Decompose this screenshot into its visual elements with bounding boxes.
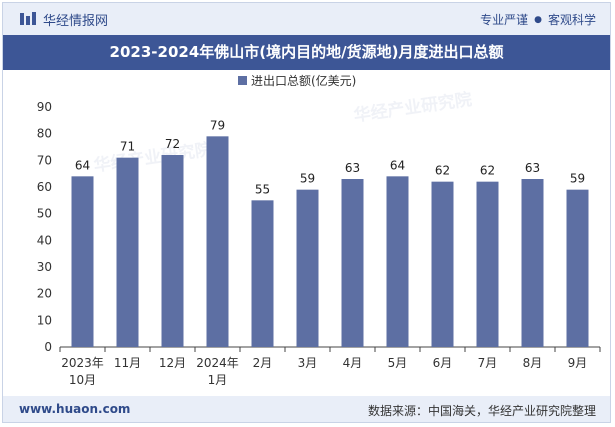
data-label: 63 xyxy=(525,161,540,175)
data-label: 62 xyxy=(435,164,450,178)
data-label: 64 xyxy=(390,158,405,172)
y-tick-label: 40 xyxy=(37,233,52,247)
chart-title: 2023-2024年佛山市(境内目的地/货源地)月度进出口总额 xyxy=(3,35,610,70)
data-label: 59 xyxy=(570,172,585,186)
bar xyxy=(296,189,319,347)
y-tick-label: 60 xyxy=(37,180,52,194)
y-tick-label: 10 xyxy=(37,313,52,327)
y-tick-label: 80 xyxy=(37,127,52,141)
x-tick-label: 1月 xyxy=(208,373,228,387)
bar xyxy=(521,179,544,347)
tagline: 专业严谨 ● 客观科学 xyxy=(480,11,596,28)
x-tick-label: 8月 xyxy=(523,356,543,370)
y-tick-label: 90 xyxy=(37,100,52,114)
data-label: 62 xyxy=(480,164,495,178)
y-tick-label: 30 xyxy=(37,260,52,274)
bar xyxy=(71,176,94,347)
data-label: 59 xyxy=(300,172,315,186)
bar xyxy=(386,176,409,347)
data-label: 64 xyxy=(75,158,90,172)
bars: 64 71 72 79 55 59 63 64 62 62 63 59 xyxy=(71,118,589,347)
top-bar: 华经情报网 专业严谨 ● 客观科学 xyxy=(3,3,610,35)
bullet-icon: ● xyxy=(534,14,542,25)
data-label: 79 xyxy=(210,118,225,132)
x-axis: 2023年 10月 11月 12月 2024年 1月 2月 3月 4月 5月 6月 7月 8月 9月 xyxy=(59,346,601,387)
bar xyxy=(476,181,499,347)
legend: 进出口总额(亿美元) xyxy=(238,73,356,88)
chart-frame: 华经情报网 专业严谨 ● 客观科学 2023-2024年佛山市(境内目的地/货源… xyxy=(2,2,611,423)
x-tick-label: 2024年 xyxy=(196,356,239,370)
x-tick-label: 11月 xyxy=(114,356,141,370)
bar xyxy=(431,181,454,347)
tagline-a: 专业严谨 xyxy=(480,13,529,27)
data-source: 数据来源：中国海关，华经产业研究院整理 xyxy=(367,404,596,418)
bar xyxy=(566,189,589,347)
data-label: 55 xyxy=(255,182,270,196)
bar xyxy=(116,157,139,347)
legend-label: 进出口总额(亿美元) xyxy=(251,73,356,88)
x-tick-label: 6月 xyxy=(433,356,453,370)
y-tick-label: 50 xyxy=(37,207,52,221)
y-tick-label: 0 xyxy=(44,340,52,354)
website-link[interactable]: www.huaon.com xyxy=(19,402,131,416)
bar xyxy=(251,200,274,347)
brand[interactable]: 华经情报网 xyxy=(19,10,109,29)
data-label: 71 xyxy=(120,140,135,154)
x-tick-label: 7月 xyxy=(478,356,498,370)
legend-swatch xyxy=(238,76,247,85)
y-axis: 0 10 20 30 40 50 60 70 80 90 xyxy=(37,100,52,354)
y-tick-label: 20 xyxy=(37,287,52,301)
x-tick-label: 3月 xyxy=(298,356,318,370)
brand-logo-icon xyxy=(20,12,36,25)
x-tick-label: 2月 xyxy=(253,356,273,370)
x-tick-label: 10月 xyxy=(69,373,96,387)
tagline-b: 客观科学 xyxy=(547,13,596,27)
brand-name: 华经情报网 xyxy=(43,13,109,29)
x-tick-label: 12月 xyxy=(159,356,186,370)
x-tick-label: 9月 xyxy=(568,356,588,370)
data-label: 63 xyxy=(345,161,360,175)
x-tick-label: 2023年 xyxy=(61,356,104,370)
x-tick-label: 5月 xyxy=(388,356,408,370)
bar xyxy=(206,136,229,347)
data-label: 72 xyxy=(165,137,180,151)
bar xyxy=(161,155,184,347)
footer: www.huaon.com 数据来源：中国海关，华经产业研究院整理 xyxy=(3,396,610,422)
bar xyxy=(341,179,364,347)
x-tick-label: 4月 xyxy=(343,356,363,370)
y-tick-label: 70 xyxy=(37,153,52,167)
